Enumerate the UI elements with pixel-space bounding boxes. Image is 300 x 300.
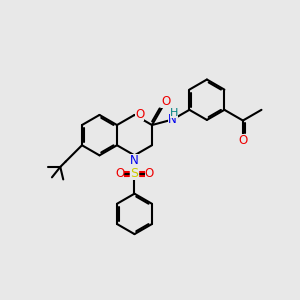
Text: O: O bbox=[238, 134, 248, 147]
Text: O: O bbox=[115, 167, 124, 180]
Text: O: O bbox=[145, 167, 154, 180]
Text: N: N bbox=[130, 154, 139, 167]
Text: H: H bbox=[170, 108, 178, 118]
Text: O: O bbox=[161, 95, 170, 108]
Text: S: S bbox=[130, 167, 139, 180]
Text: O: O bbox=[135, 108, 144, 122]
Text: N: N bbox=[168, 113, 177, 126]
